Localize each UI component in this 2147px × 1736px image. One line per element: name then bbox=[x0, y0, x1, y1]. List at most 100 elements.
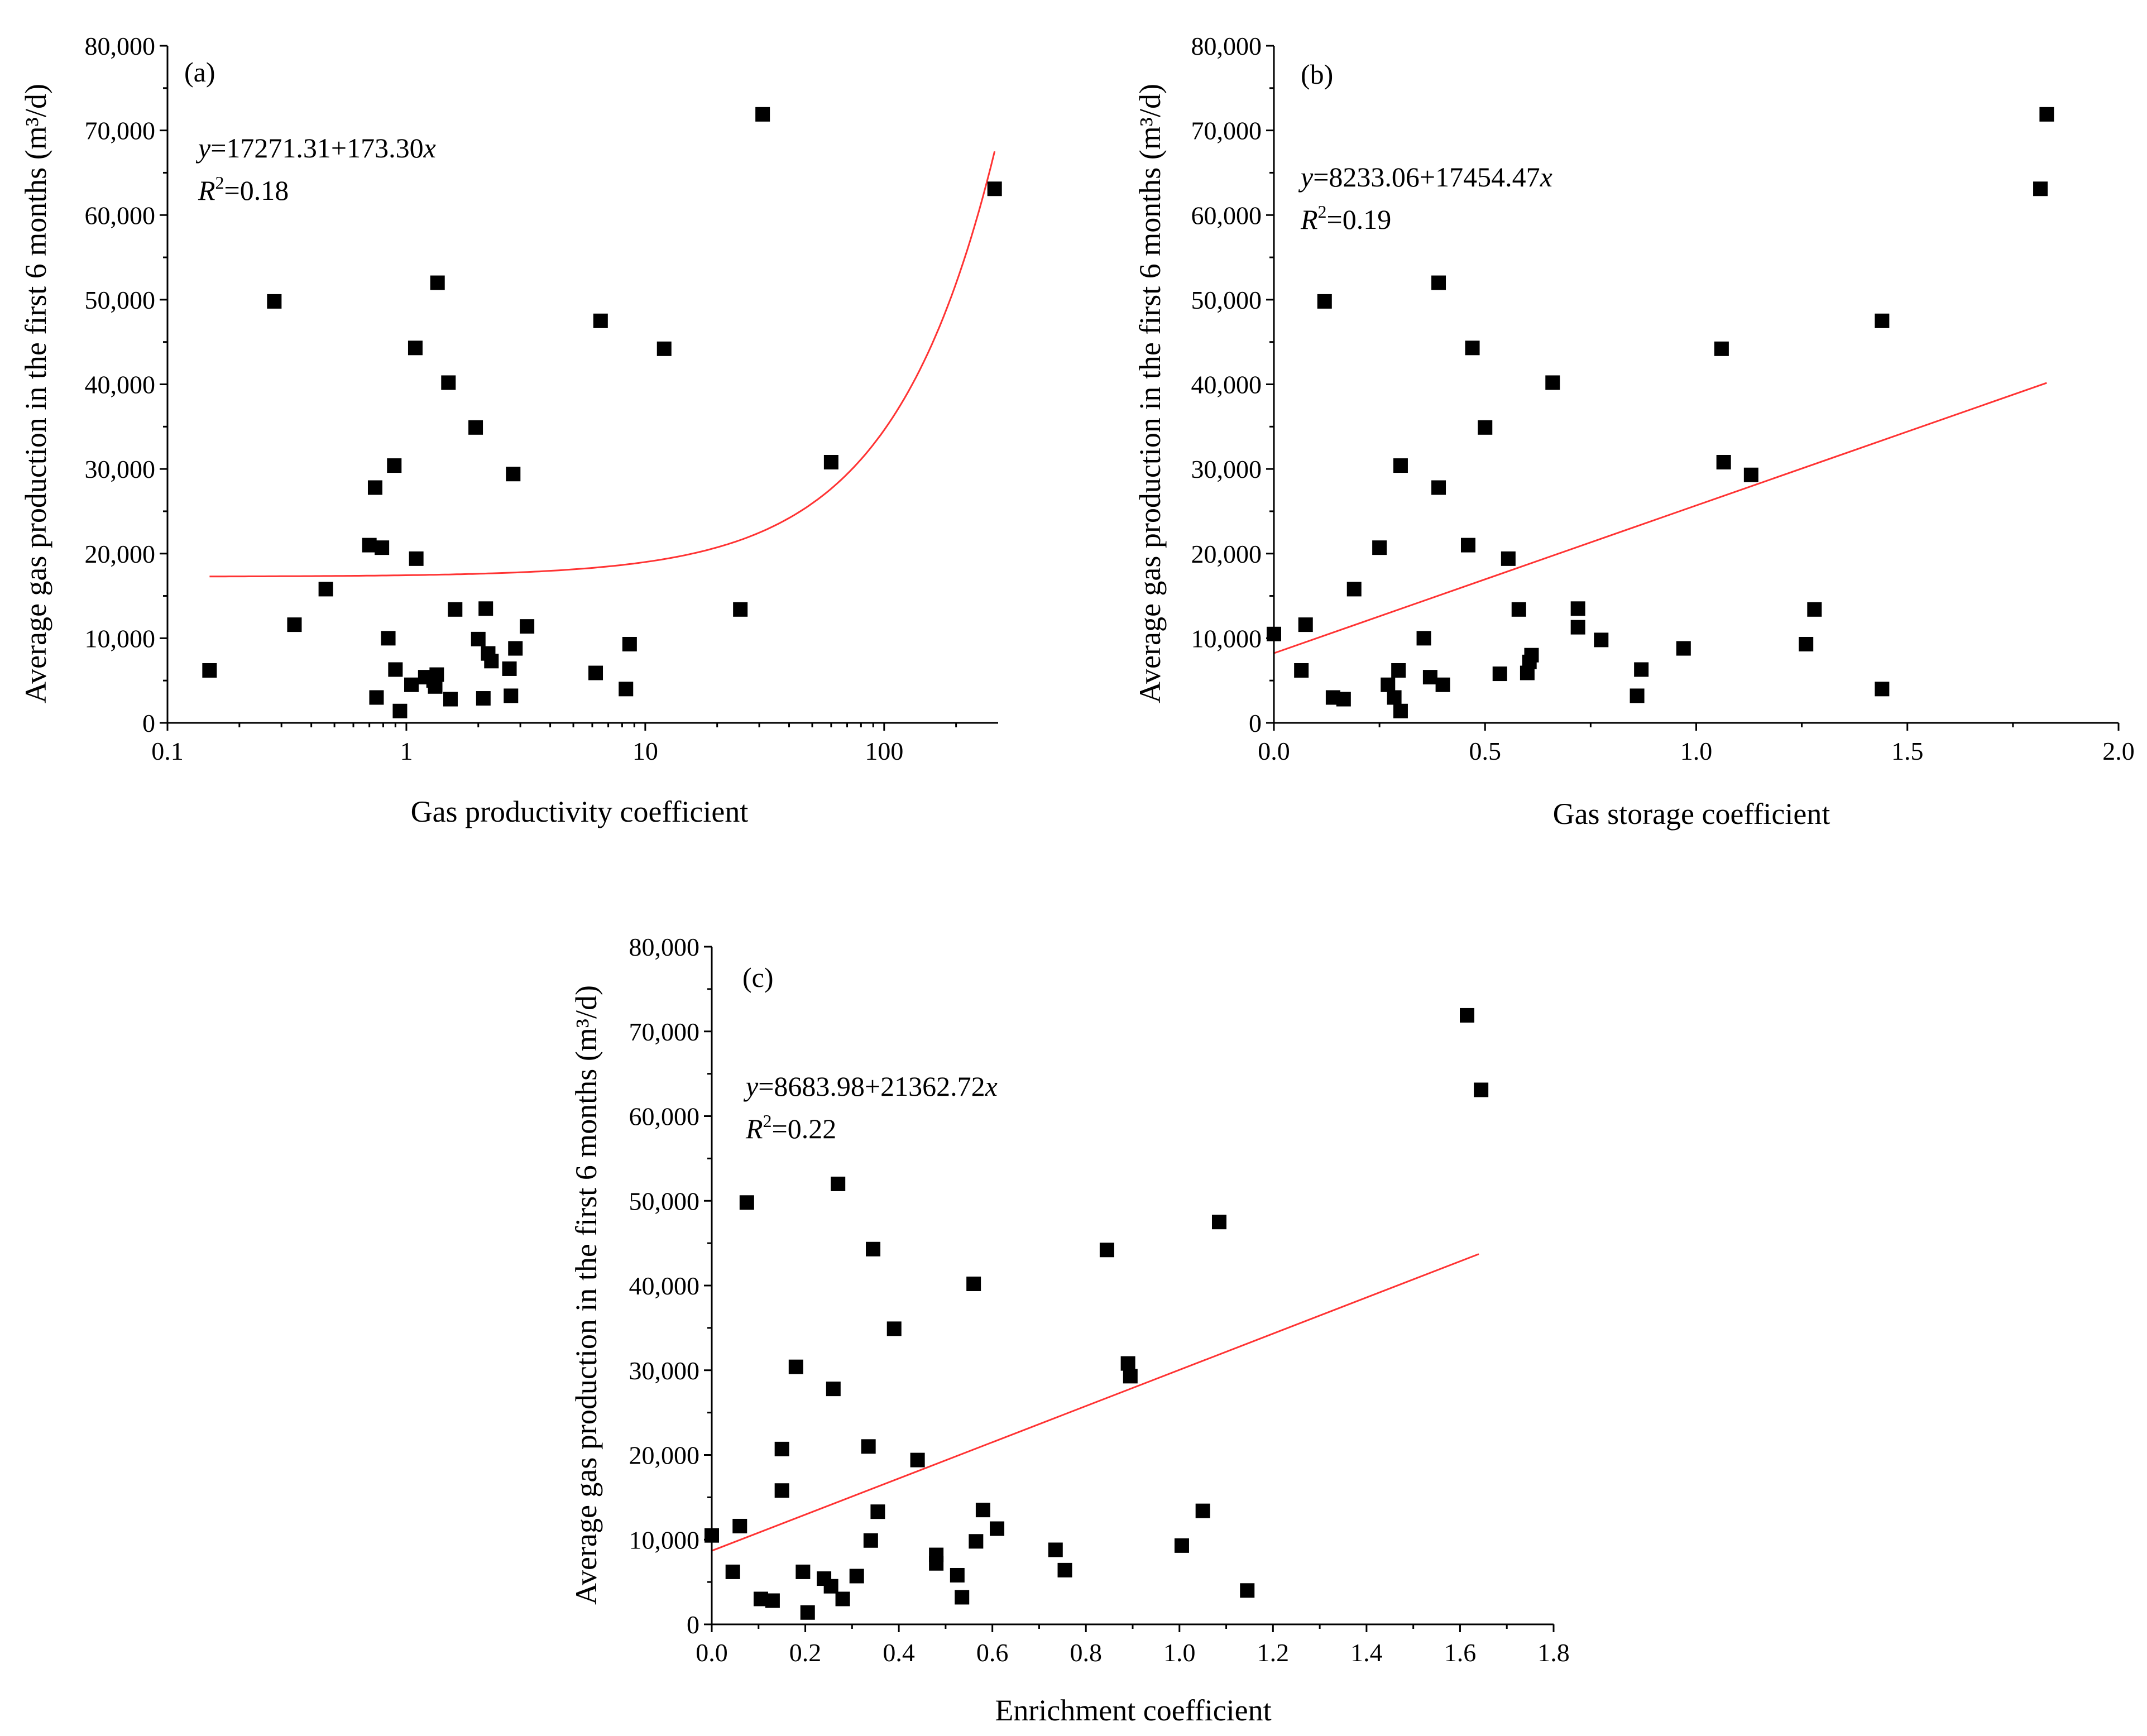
data-point bbox=[1431, 480, 1446, 495]
x-tick-label: 1.8 bbox=[1537, 1638, 1570, 1667]
data-point bbox=[990, 1521, 1005, 1536]
r-val: =0.19 bbox=[1327, 204, 1392, 235]
data-point bbox=[863, 1533, 878, 1548]
data-point bbox=[1393, 703, 1408, 718]
x-tick-label: 1.4 bbox=[1350, 1638, 1383, 1667]
x-tick-label: 1.5 bbox=[1891, 737, 1924, 765]
x-tick-label: 10 bbox=[632, 737, 658, 765]
x-tick-label: 1.0 bbox=[1680, 737, 1713, 765]
data-point bbox=[1460, 1008, 1475, 1023]
x-tick-label: 0.1 bbox=[151, 737, 184, 765]
y-axis-title: Average gas production in the first 6 mo… bbox=[569, 985, 603, 1605]
data-point bbox=[823, 1579, 838, 1594]
data-point bbox=[392, 703, 408, 718]
panel-c-axes: 0 10,000 20,000 30,000 40,000 50,000 60,000 70,… bbox=[629, 933, 1570, 1667]
fit-line bbox=[1273, 382, 2047, 654]
data-point bbox=[267, 294, 282, 309]
y-tick-label: 20,000 bbox=[629, 1441, 700, 1470]
data-point bbox=[478, 601, 493, 616]
x-tick-label: 0.4 bbox=[883, 1638, 915, 1667]
y-tick-label: 50,000 bbox=[85, 286, 156, 314]
panel-c-points-layer bbox=[705, 1008, 1489, 1620]
r-val: =0.18 bbox=[224, 175, 289, 206]
eq-y-var: y bbox=[743, 1071, 759, 1102]
data-point bbox=[849, 1569, 864, 1584]
data-point bbox=[800, 1605, 815, 1620]
data-point bbox=[381, 631, 396, 646]
x-tick-label: 1.0 bbox=[1163, 1638, 1196, 1667]
data-point bbox=[1630, 688, 1645, 703]
data-point bbox=[387, 458, 402, 473]
data-point bbox=[471, 631, 486, 646]
data-point bbox=[1875, 682, 1890, 697]
data-point bbox=[2033, 181, 2048, 196]
x-tick-label: 1.6 bbox=[1444, 1638, 1477, 1667]
r-squared: R2=0.19 bbox=[1300, 202, 1391, 235]
data-point bbox=[861, 1439, 876, 1454]
data-point bbox=[823, 454, 838, 469]
data-point bbox=[987, 181, 1002, 196]
panel-b-points-layer bbox=[1267, 107, 2054, 718]
data-point bbox=[1474, 1082, 1489, 1097]
r-val: =0.22 bbox=[772, 1113, 837, 1144]
data-point bbox=[1716, 454, 1731, 469]
data-point bbox=[774, 1441, 789, 1456]
panel-b-fit-layer bbox=[1273, 382, 2047, 654]
data-point bbox=[443, 692, 458, 707]
data-point bbox=[1478, 420, 1493, 435]
eq-x-var: x bbox=[985, 1071, 998, 1102]
data-point bbox=[408, 341, 423, 356]
data-point bbox=[593, 313, 608, 328]
data-point bbox=[1511, 602, 1526, 617]
data-point bbox=[1492, 666, 1507, 682]
eq-x-var: x bbox=[1540, 161, 1552, 193]
fit-equation: y=8233.06+17454.47x bbox=[1298, 161, 1552, 193]
data-point bbox=[1195, 1503, 1210, 1518]
eq-y-var: y bbox=[1298, 161, 1314, 193]
data-point bbox=[870, 1504, 885, 1519]
data-point bbox=[1391, 663, 1406, 678]
data-point bbox=[1460, 538, 1475, 553]
data-point bbox=[656, 341, 672, 356]
r-squared: R2=0.18 bbox=[198, 172, 289, 206]
data-point bbox=[1387, 690, 1402, 705]
x-axis-title: Gas productivity coefficient bbox=[411, 795, 749, 828]
eq-body: =17271.31+173.30 bbox=[210, 132, 423, 164]
data-point bbox=[929, 1556, 944, 1571]
data-point bbox=[1634, 662, 1649, 677]
data-point bbox=[202, 663, 217, 678]
data-point bbox=[504, 688, 519, 703]
data-point bbox=[1346, 582, 1362, 597]
data-point bbox=[318, 582, 333, 597]
data-point bbox=[1057, 1562, 1072, 1577]
y-tick-label: 0 bbox=[687, 1610, 699, 1639]
data-point bbox=[622, 636, 637, 651]
data-point bbox=[1422, 670, 1437, 685]
data-point bbox=[429, 667, 444, 682]
y-axis-title: Average gas production in the first 6 mo… bbox=[1133, 84, 1167, 703]
y-tick-label: 70,000 bbox=[1191, 117, 1262, 145]
x-tick-label: 100 bbox=[865, 737, 903, 765]
data-point bbox=[1211, 1215, 1226, 1230]
y-axis-title: Average gas production in the first 6 mo… bbox=[19, 84, 52, 703]
y-tick-label: 70,000 bbox=[629, 1018, 700, 1046]
data-point bbox=[1372, 540, 1387, 555]
data-point bbox=[1298, 617, 1313, 632]
y-tick-label: 20,000 bbox=[85, 540, 156, 568]
data-point bbox=[441, 375, 456, 390]
r-squared: R2=0.22 bbox=[745, 1111, 836, 1144]
x-tick-label: 0.0 bbox=[1258, 737, 1290, 765]
data-point bbox=[1501, 551, 1516, 566]
x-tick-label: 1.2 bbox=[1257, 1638, 1290, 1667]
data-point bbox=[476, 691, 491, 706]
data-point bbox=[502, 661, 517, 676]
eq-body: =8233.06+17454.47 bbox=[1313, 161, 1540, 193]
fit-equation: y=8683.98+21362.72x bbox=[743, 1071, 998, 1102]
y-tick-label: 60,000 bbox=[1191, 201, 1262, 229]
data-point bbox=[484, 654, 499, 669]
data-point bbox=[1524, 648, 1539, 663]
panel-a-axes: 0 10,000 20,000 30,000 40,000 50,000 60,000 70,… bbox=[85, 32, 998, 765]
panel-a-fit-layer bbox=[209, 151, 996, 578]
data-point bbox=[1123, 1369, 1138, 1384]
